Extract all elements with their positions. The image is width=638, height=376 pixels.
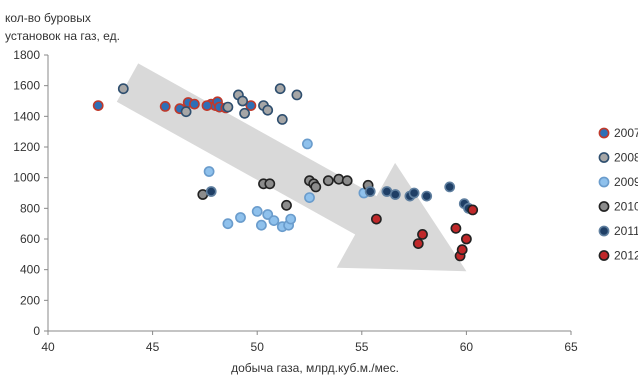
data-point-2007 [92, 100, 104, 111]
legend-label-2011: 2011 [614, 224, 638, 238]
y-tick-label: 600 [20, 232, 40, 246]
data-point-2012 [467, 204, 479, 216]
data-point-2008 [262, 104, 274, 116]
legend-marker-2012 [598, 250, 610, 261]
y-tick-label: 1400 [13, 109, 40, 123]
legend-label-2008: 2008 [614, 151, 638, 165]
data-point-2009 [304, 192, 315, 203]
data-point-2010 [281, 199, 292, 211]
data-point-2007 [201, 100, 213, 111]
data-point-2009 [235, 212, 246, 223]
x-tick-label: 60 [460, 340, 474, 354]
legend-label-2010: 2010 [614, 200, 638, 214]
y-tick-label: 1800 [13, 48, 40, 62]
legend-marker-2010 [598, 201, 610, 212]
data-point-2011 [364, 186, 376, 197]
data-point-2011 [205, 186, 217, 197]
y-tick-label: 0 [33, 324, 40, 338]
data-point-2011 [421, 190, 433, 202]
data-point-2009 [301, 138, 313, 150]
y-tick-label: 1600 [13, 79, 40, 93]
data-point-2009 [285, 213, 297, 225]
data-point-2011 [444, 181, 456, 193]
data-point-2008 [237, 95, 248, 107]
data-point-2008 [117, 83, 129, 95]
data-point-2009 [251, 205, 263, 217]
data-point-2009 [222, 218, 234, 230]
data-point-2010 [322, 175, 334, 187]
data-point-2012 [412, 238, 424, 249]
data-point-2012 [450, 222, 462, 234]
y-tick-label: 1200 [13, 140, 40, 154]
data-point-2009 [203, 166, 215, 177]
data-point-2011 [408, 187, 420, 199]
data-point-2009 [255, 219, 267, 231]
x-axis-title: добыча газа, млрд.куб.м./мес. [231, 361, 399, 375]
data-point-2010 [310, 181, 322, 193]
data-point-2012 [370, 213, 382, 225]
axes: 40 45 50 55 60 65 0 200 400 600 800 1000 1200 1400 160… [13, 48, 578, 354]
y-axis-title-line-1: кол-во буровых [5, 11, 91, 25]
data-point-2007 [188, 98, 200, 110]
data-point-2011 [389, 189, 401, 200]
data-point-2008 [291, 89, 303, 101]
x-tick-label: 45 [146, 340, 160, 354]
data-point-2010 [264, 178, 276, 190]
data-point-2012 [456, 244, 468, 256]
y-tick-label: 1000 [13, 171, 40, 185]
data-point-2008 [180, 106, 192, 118]
legend-label-2007: 2007 [614, 126, 638, 140]
data-points [92, 83, 479, 262]
x-tick-label: 65 [564, 340, 578, 354]
y-axis-title-line-2: установок на газ, ед. [5, 29, 120, 43]
data-point-2008 [222, 101, 234, 113]
data-point-2008 [239, 107, 250, 119]
x-tick-label: 40 [41, 340, 55, 354]
y-tick-label: 400 [20, 263, 40, 277]
legend: 2007 2008 2009 2010 2011 2012 [598, 126, 638, 263]
x-tick-label: 55 [355, 340, 369, 354]
data-point-2007 [159, 101, 171, 112]
data-point-2012 [417, 228, 428, 240]
legend-marker-2008 [598, 152, 610, 163]
data-point-2007 [245, 100, 257, 111]
legend-marker-2009 [598, 176, 610, 188]
legend-marker-2011 [598, 225, 610, 237]
legend-marker-2007 [598, 127, 610, 139]
data-point-2010 [341, 175, 353, 187]
data-point-2009 [262, 209, 274, 220]
data-point-2008 [274, 83, 286, 95]
x-tick-label: 50 [251, 340, 265, 354]
y-tick-label: 200 [20, 293, 40, 307]
legend-label-2012: 2012 [614, 249, 638, 263]
data-point-2012 [460, 233, 472, 245]
y-tick-label: 800 [20, 201, 40, 215]
legend-label-2009: 2009 [614, 175, 638, 189]
data-point-2009 [268, 215, 280, 226]
data-point-2008 [276, 114, 288, 125]
